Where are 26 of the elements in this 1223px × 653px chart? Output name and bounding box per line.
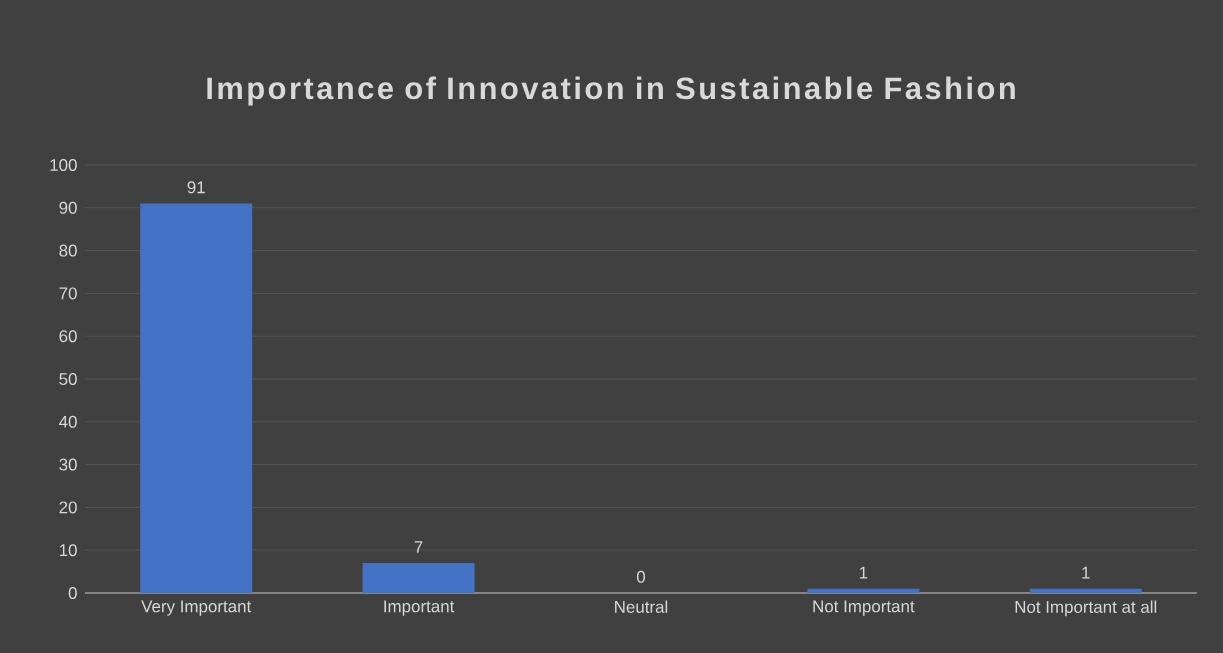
- x-tick-label: Important: [384, 600, 455, 616]
- y-tick-label: 0: [68, 586, 77, 599]
- bar: [140, 203, 253, 593]
- bar: [362, 563, 475, 593]
- y-tick-label: 90: [59, 201, 77, 214]
- x-tick-label: Very Important: [141, 600, 252, 616]
- bar: [1029, 588, 1142, 593]
- y-tick-label: 20: [59, 501, 77, 514]
- y-tick-label: 40: [59, 415, 77, 428]
- y-tick-label: 60: [59, 330, 77, 343]
- data-label: 7: [414, 541, 423, 553]
- data-label: 1: [859, 566, 868, 579]
- data-label: 0: [636, 570, 646, 583]
- x-tick-label: Neutral: [615, 600, 668, 613]
- data-label: 91: [187, 181, 205, 194]
- x-tick-label: Not Important at all: [1015, 600, 1157, 617]
- data-label: 1: [1082, 566, 1090, 579]
- y-tick-label: 70: [59, 287, 77, 300]
- y-tick-label: 10: [59, 544, 77, 557]
- y-tick-label: 80: [59, 244, 77, 257]
- chart-title: Importance of Innovation in Sustainable Fashion: [207, 76, 1015, 106]
- bar: [807, 588, 920, 593]
- y-tick-label: 100: [50, 158, 77, 171]
- y-tick-label: 50: [59, 372, 77, 385]
- x-tick-label: Not Important: [813, 600, 915, 616]
- y-tick-label: 30: [59, 458, 77, 471]
